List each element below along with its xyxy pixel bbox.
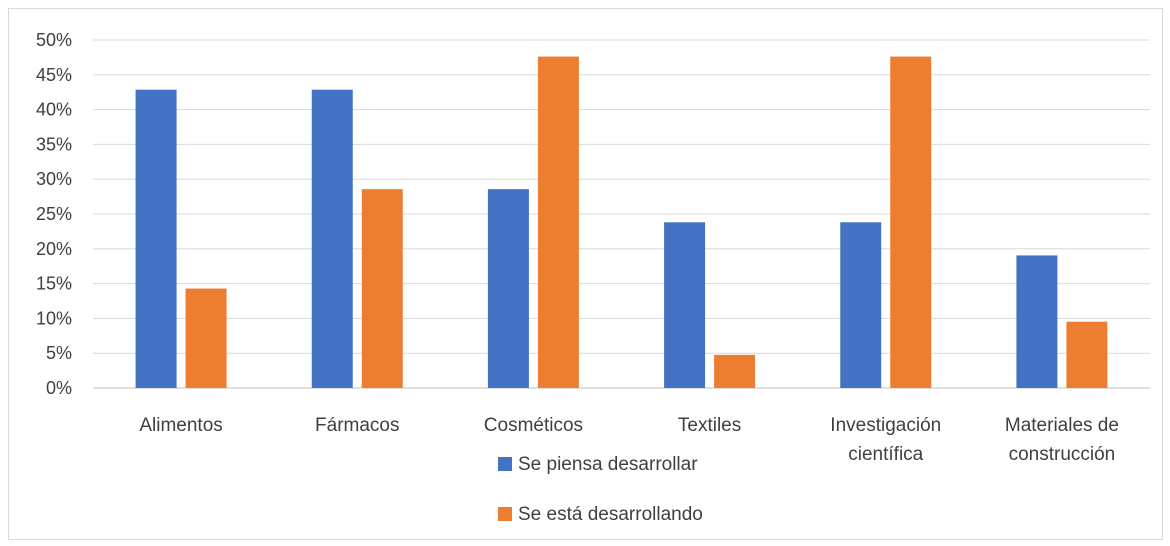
legend-label: Se está desarrollando [518,504,703,525]
legend-swatch [498,507,512,521]
x-axis: Alimentos Fármacos Cosméticos Textiles Inves… [139,415,1119,465]
bar-se-piensa-desarrollar [487,189,529,388]
y-tick-label: 10% [36,308,72,328]
y-tick-label: 20% [36,239,72,259]
chart-area [8,8,1163,540]
y-axis: 0% 5% 10% 15% 20% 25% 30% 35% 40% 45% 50% [36,30,72,398]
bar-se-piensa-desarrollar [135,89,177,388]
y-tick-label: 25% [36,204,72,224]
y-tick-label: 40% [36,100,72,120]
y-tick-label: 35% [36,134,72,154]
x-tick-label: Cosméticos [484,415,583,436]
y-tick-label: 0% [46,378,72,398]
bar-se-esta-desarrollando [1066,321,1108,388]
bar-se-piensa-desarrollar [840,222,882,388]
legend-swatch [498,457,512,471]
y-tick-label: 30% [36,169,72,189]
y-tick-label: 5% [46,343,72,363]
bar-se-esta-desarrollando [185,288,227,388]
bar-se-esta-desarrollando [714,354,756,388]
x-tick-label: Materiales de construcción [1005,415,1119,465]
bar-se-piensa-desarrollar [664,222,706,388]
bar-se-esta-desarrollando [537,56,579,389]
legend-label: Se piensa desarrollar [518,454,698,475]
gridlines [93,39,1150,389]
bar-se-esta-desarrollando [361,189,403,388]
bars [135,56,1108,389]
y-tick-label: 50% [36,30,72,50]
bar-se-piensa-desarrollar [311,89,353,388]
x-tick-label: Fármacos [315,415,399,436]
x-tick-label: Textiles [678,415,741,436]
bar-se-esta-desarrollando [890,56,932,389]
x-tick-label: Investigación científica [830,415,941,465]
x-tick-label: Alimentos [139,415,222,436]
y-tick-label: 15% [36,274,72,294]
bar-se-piensa-desarrollar [1016,255,1058,388]
legend: Se piensa desarrollar Se está desarrollan… [498,454,703,525]
y-tick-label: 45% [36,65,72,85]
